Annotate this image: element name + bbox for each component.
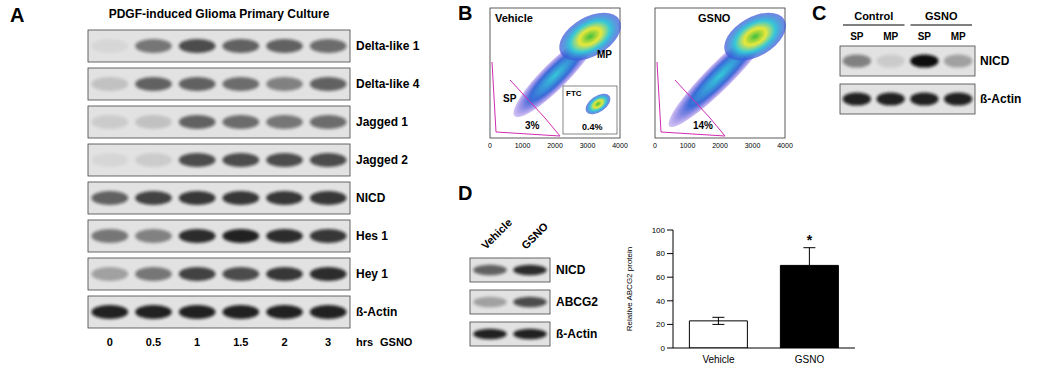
svg-text:4000: 4000 xyxy=(777,142,793,149)
svg-text:3000: 3000 xyxy=(580,142,596,149)
svg-text:3%: 3% xyxy=(525,120,540,131)
svg-text:B: B xyxy=(458,2,472,24)
svg-text:GSNO: GSNO xyxy=(925,10,958,22)
svg-text:20: 20 xyxy=(656,320,665,329)
svg-text:Delta-like 4: Delta-like 4 xyxy=(356,77,420,91)
svg-text:Hey 1: Hey 1 xyxy=(356,267,388,281)
svg-text:NICD: NICD xyxy=(556,263,586,277)
svg-text:Jagged 1: Jagged 1 xyxy=(356,115,408,129)
svg-text:2: 2 xyxy=(281,336,287,348)
svg-text:2000: 2000 xyxy=(547,142,563,149)
svg-text:Relative ABCG2 protein: Relative ABCG2 protein xyxy=(625,247,634,332)
svg-text:80: 80 xyxy=(656,249,665,258)
svg-text:SP: SP xyxy=(918,31,932,42)
svg-text:NICD: NICD xyxy=(980,54,1010,68)
svg-text:Vehicle: Vehicle xyxy=(479,216,514,251)
svg-text:Jagged 2: Jagged 2 xyxy=(356,153,408,167)
svg-text:Vehicle: Vehicle xyxy=(702,354,735,365)
svg-text:1000: 1000 xyxy=(515,142,531,149)
svg-text:GSNO: GSNO xyxy=(698,12,731,24)
svg-text:ß-Actin: ß-Actin xyxy=(356,305,397,319)
svg-text:MP: MP xyxy=(883,31,898,42)
svg-text:2000: 2000 xyxy=(712,142,728,149)
svg-text:C: C xyxy=(812,2,826,24)
svg-text:NICD: NICD xyxy=(356,191,386,205)
svg-text:40: 40 xyxy=(656,297,665,306)
svg-text:Hes 1: Hes 1 xyxy=(356,229,388,243)
svg-text:100: 100 xyxy=(652,226,666,235)
svg-text:ß-Actin: ß-Actin xyxy=(980,92,1021,106)
svg-text:*: * xyxy=(807,232,813,248)
svg-text:MP: MP xyxy=(951,31,966,42)
svg-text:0.5: 0.5 xyxy=(146,336,161,348)
svg-text:0: 0 xyxy=(661,344,666,353)
svg-text:0.4%: 0.4% xyxy=(582,122,603,132)
svg-text:1.5: 1.5 xyxy=(233,336,248,348)
svg-text:GSNO: GSNO xyxy=(795,354,825,365)
svg-text:Vehicle: Vehicle xyxy=(495,12,533,24)
svg-text:SP: SP xyxy=(850,31,864,42)
svg-text:Control: Control xyxy=(854,10,893,22)
svg-text:0: 0 xyxy=(653,142,657,149)
svg-text:D: D xyxy=(458,182,472,204)
svg-text:Delta-like 1: Delta-like 1 xyxy=(356,39,420,53)
svg-text:SP: SP xyxy=(503,93,517,104)
svg-text:60: 60 xyxy=(656,273,665,282)
svg-text:1000: 1000 xyxy=(680,142,696,149)
svg-text:FTC: FTC xyxy=(566,89,582,98)
svg-text:1: 1 xyxy=(194,336,200,348)
svg-text:4000: 4000 xyxy=(612,142,628,149)
svg-text:A: A xyxy=(10,4,24,26)
svg-text:3: 3 xyxy=(325,336,331,348)
svg-text:GSNO: GSNO xyxy=(380,336,413,348)
svg-text:0: 0 xyxy=(107,336,113,348)
svg-text:hrs: hrs xyxy=(356,336,373,348)
svg-text:0: 0 xyxy=(488,142,492,149)
svg-text:3000: 3000 xyxy=(745,142,761,149)
svg-text:MP: MP xyxy=(597,49,612,60)
svg-text:14%: 14% xyxy=(693,120,713,131)
svg-text:ß-Actin: ß-Actin xyxy=(556,327,597,341)
svg-text:GSNO: GSNO xyxy=(519,220,551,252)
svg-text:PDGF-induced Glioma Primary Cu: PDGF-induced Glioma Primary Culture xyxy=(109,7,330,21)
svg-text:ABCG2: ABCG2 xyxy=(556,295,598,309)
